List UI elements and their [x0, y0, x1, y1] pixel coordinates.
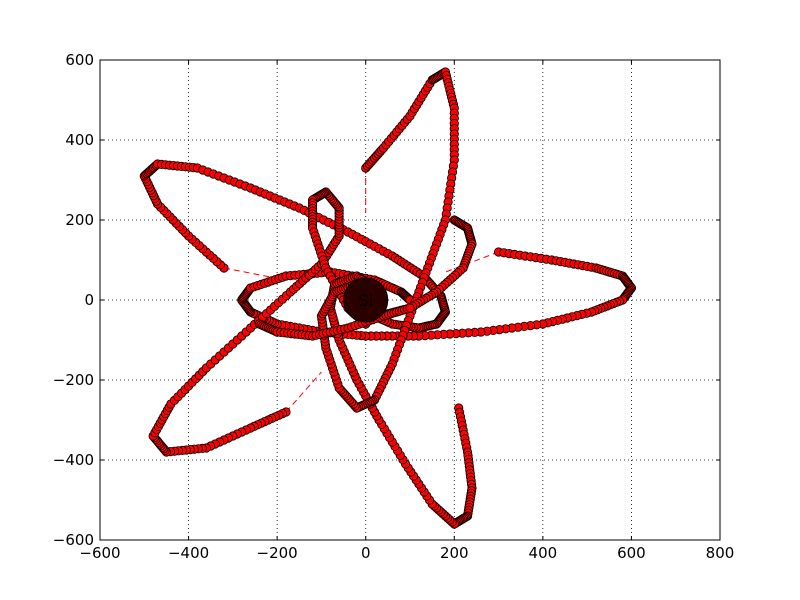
x-tick-label: −600	[79, 544, 120, 562]
y-tick-label: −600	[53, 531, 94, 549]
x-tick-label: 0	[361, 544, 371, 562]
y-tick-label: 200	[65, 211, 94, 229]
scatter-point	[405, 303, 415, 313]
core-label: Si	[358, 291, 373, 310]
x-tick-label: 600	[617, 544, 646, 562]
core-blob	[343, 277, 389, 323]
y-axis-ticks: −600 −400 −200 0 200 400 600	[53, 51, 720, 549]
x-tick-label: 800	[706, 544, 735, 562]
x-tick-label: −400	[168, 544, 209, 562]
x-tick-label: 200	[440, 544, 469, 562]
x-tick-label: −200	[257, 544, 298, 562]
core-cluster: Si	[343, 277, 389, 323]
y-tick-label: 400	[65, 131, 94, 149]
y-tick-label: 0	[84, 291, 94, 309]
x-axis-ticks: −600 −400 −200 0 200 400 600 800	[79, 60, 734, 562]
y-tick-label: −400	[53, 451, 94, 469]
y-tick-label: 600	[65, 51, 94, 69]
connector-line	[285, 371, 322, 413]
y-tick-label: −200	[53, 371, 94, 389]
x-tick-label: 400	[529, 544, 558, 562]
